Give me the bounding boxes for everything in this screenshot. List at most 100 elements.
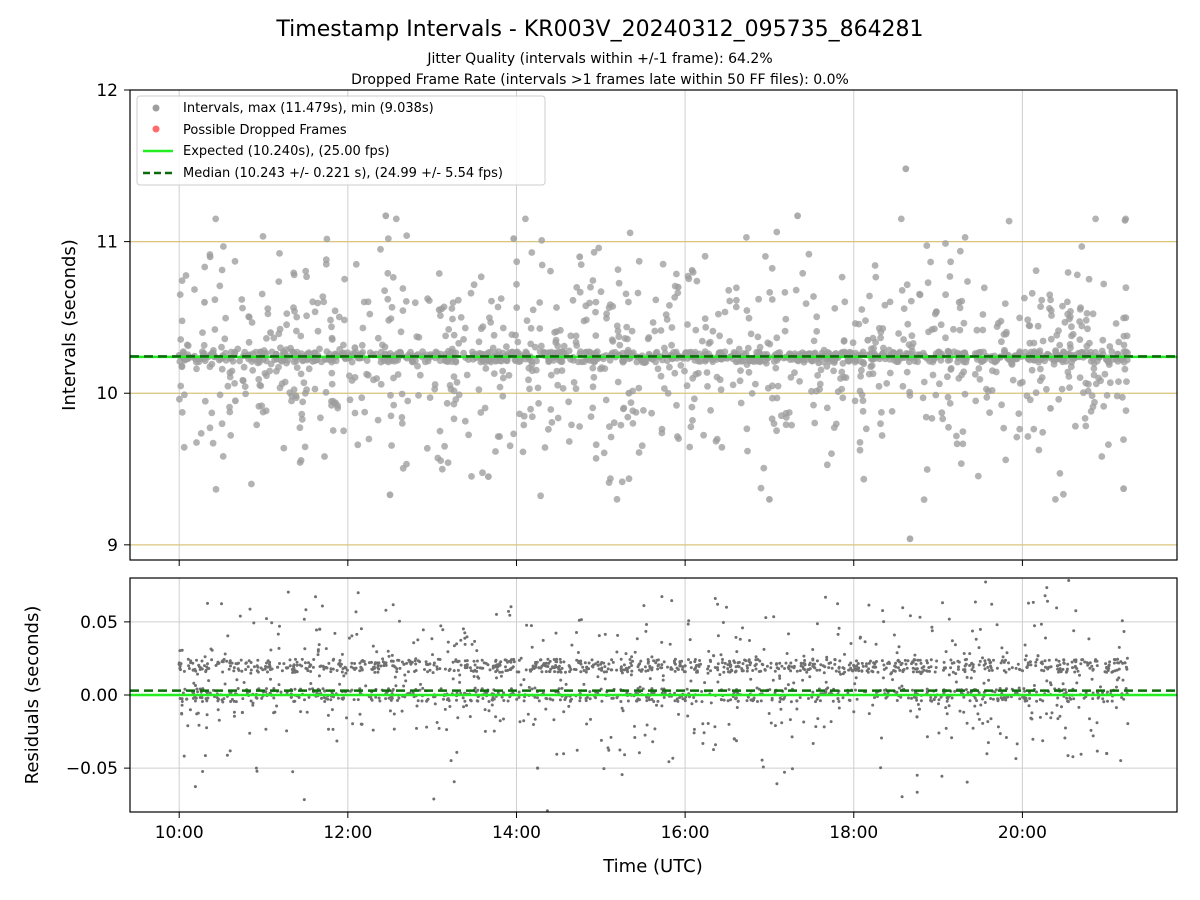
interval-cloud-point: [757, 484, 765, 492]
interval-point: [576, 253, 584, 261]
residual-cloud-point: [254, 696, 258, 699]
residual-cloud-point: [916, 658, 920, 662]
residual-cloud-point: [222, 697, 226, 701]
residual-cloud-point: [697, 663, 701, 667]
interval-cloud-point: [384, 269, 392, 277]
interval-cloud-point: [1089, 310, 1097, 318]
interval-cloud-point: [702, 323, 710, 331]
residual-cloud-point: [200, 696, 204, 700]
residual-cloud-point: [857, 666, 861, 670]
interval-cloud-point: [823, 461, 831, 469]
interval-cloud-point: [296, 424, 304, 432]
interval-cloud-point: [218, 420, 226, 428]
residual-cloud-point: [431, 653, 434, 657]
residual-cloud-point: [182, 754, 186, 758]
residual-cloud-point: [336, 696, 340, 700]
interval-cloud-point: [851, 397, 859, 405]
interval-cloud-point: [1028, 366, 1036, 374]
interval-cloud-point: [1000, 424, 1008, 432]
residual-cloud-point: [203, 754, 207, 758]
interval-cloud-point: [522, 215, 529, 223]
residual-cloud-point: [1106, 699, 1109, 703]
residual-cloud-point: [577, 618, 581, 622]
residuals-y-tick-label: 0.00: [80, 686, 118, 706]
residual-cloud-point: [439, 624, 443, 628]
residual-cloud-point: [546, 657, 550, 661]
interval-cloud-point: [673, 401, 680, 409]
residual-cloud-point: [621, 709, 625, 713]
residual-cloud-point: [1073, 665, 1077, 669]
residual-cloud-point: [783, 770, 786, 774]
residual-cloud-point: [688, 638, 692, 642]
interval-cloud-point: [290, 269, 298, 277]
interval-cloud-point: [346, 396, 354, 404]
residual-cloud-point: [494, 659, 498, 663]
interval-cloud-point: [956, 247, 964, 255]
residual-cloud-point: [340, 652, 344, 656]
residual-cloud-point: [180, 703, 184, 707]
residuals-x-ticks: 10:00 12:00 14:00 16:00 18:00 20:00: [155, 812, 1047, 843]
residual-cloud-point: [205, 726, 209, 730]
interval-cloud-point: [1087, 348, 1095, 356]
interval-cloud-point: [201, 357, 209, 365]
residual-cloud-point: [1124, 687, 1128, 690]
residual-cloud-point: [673, 699, 677, 703]
residual-cloud-point: [852, 663, 856, 667]
residual-cloud-point: [195, 658, 198, 662]
residual-cloud-point: [701, 742, 705, 745]
interval-cloud-point: [900, 305, 908, 312]
interval-cloud-point: [875, 382, 883, 390]
residual-cloud-point: [244, 668, 248, 671]
residual-cloud-point: [825, 655, 829, 659]
interval-cloud-point: [589, 277, 597, 284]
residual-cloud-point: [1014, 666, 1018, 670]
residual-cloud-point: [269, 648, 273, 652]
interval-cloud-point: [592, 298, 600, 306]
residual-cloud-point: [373, 670, 377, 674]
interval-cloud-point: [199, 329, 206, 336]
residual-cloud-point: [277, 683, 281, 687]
interval-cloud-point: [974, 472, 982, 480]
interval-cloud-point: [551, 329, 558, 336]
residual-cloud-point: [972, 669, 976, 673]
residual-cloud-point: [230, 697, 234, 701]
residual-cloud-point: [229, 664, 232, 668]
residual-cloud-point: [462, 705, 466, 709]
interval-cloud-point: [877, 420, 884, 428]
interval-cloud-point: [1082, 316, 1090, 324]
residual-cloud-point: [1066, 662, 1070, 666]
residual-cloud-point: [690, 702, 694, 706]
residual-cloud-point: [1022, 687, 1026, 691]
interval-cloud-point: [193, 439, 200, 446]
interval-cloud-point: [492, 448, 499, 455]
interval-cloud-point: [1090, 371, 1098, 379]
interval-cloud-point: [331, 307, 339, 315]
residual-cloud-point: [517, 690, 521, 694]
residual-cloud-point: [445, 698, 449, 702]
residual-cloud-point: [761, 765, 765, 769]
residual-cloud-point: [1065, 696, 1069, 700]
residual-cloud-point: [838, 659, 842, 663]
residual-cloud-point: [722, 698, 726, 702]
residual-cloud-point: [945, 699, 949, 703]
residual-cloud-point: [909, 709, 913, 713]
interval-cloud-point: [687, 423, 695, 431]
residual-cloud-point: [475, 666, 479, 670]
residual-cloud-point: [435, 665, 439, 669]
interval-cloud-point: [513, 280, 520, 288]
interval-cloud-point: [1064, 269, 1072, 276]
interval-cloud-point: [622, 290, 630, 298]
residual-cloud-point: [645, 699, 649, 703]
residual-cloud-point: [895, 690, 899, 694]
residual-cloud-point: [572, 667, 576, 671]
interval-cloud-point: [580, 317, 588, 325]
residual-point: [240, 710, 244, 715]
residual-cloud-point: [966, 691, 970, 694]
interval-cloud-point: [1036, 377, 1044, 385]
residual-cloud-point: [560, 666, 564, 670]
interval-cloud-point: [193, 365, 200, 373]
interval-point: [955, 298, 963, 306]
residual-cloud-point: [390, 689, 394, 693]
residual-cloud-point: [716, 666, 719, 670]
